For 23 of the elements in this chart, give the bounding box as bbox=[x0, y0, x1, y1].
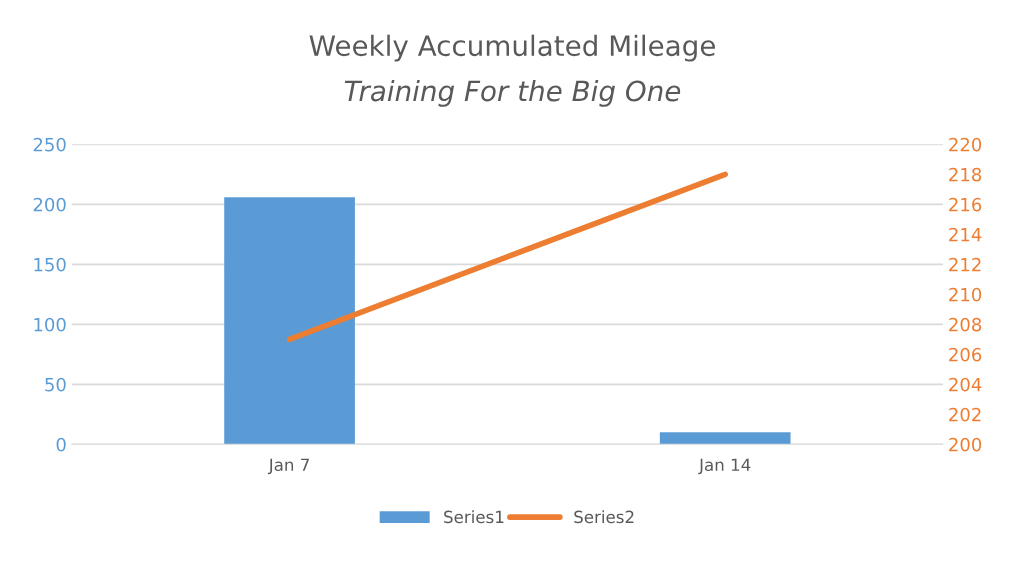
y2-tick-label: 206 bbox=[949, 347, 982, 362]
legend-label: Series2 bbox=[574, 510, 634, 524]
y-tick-label: 150 bbox=[34, 257, 66, 272]
y-tick-label: 250 bbox=[33, 137, 66, 152]
y2-tick-label: 218 bbox=[949, 167, 982, 182]
x-tick-label: Jan 7 bbox=[267, 458, 309, 475]
y2-tick-label: 210 bbox=[949, 287, 982, 302]
y-tick-label: 0 bbox=[56, 437, 66, 452]
y-tick-label: 200 bbox=[33, 197, 66, 212]
y2-tick-label: 200 bbox=[949, 437, 982, 452]
y-tick-label: 50 bbox=[45, 377, 66, 392]
y-tick-label: 100 bbox=[34, 317, 66, 332]
y2-tick-label: 214 bbox=[949, 227, 982, 242]
chart-title: Weekly Accumulated Mileage bbox=[309, 34, 715, 62]
y2-tick-label: 216 bbox=[949, 197, 982, 212]
y2-tick-label: 204 bbox=[949, 377, 982, 392]
legend-label: Series1 bbox=[444, 510, 504, 524]
y2-tick-label: 220 bbox=[949, 137, 982, 152]
chart-subtitle: Training For the Big One bbox=[344, 79, 681, 107]
y2-tick-label: 212 bbox=[949, 257, 981, 272]
y2-tick-label: 202 bbox=[949, 407, 981, 422]
y2-tick-label: 208 bbox=[949, 317, 982, 332]
x-tick-label: Jan 14 bbox=[698, 458, 751, 475]
